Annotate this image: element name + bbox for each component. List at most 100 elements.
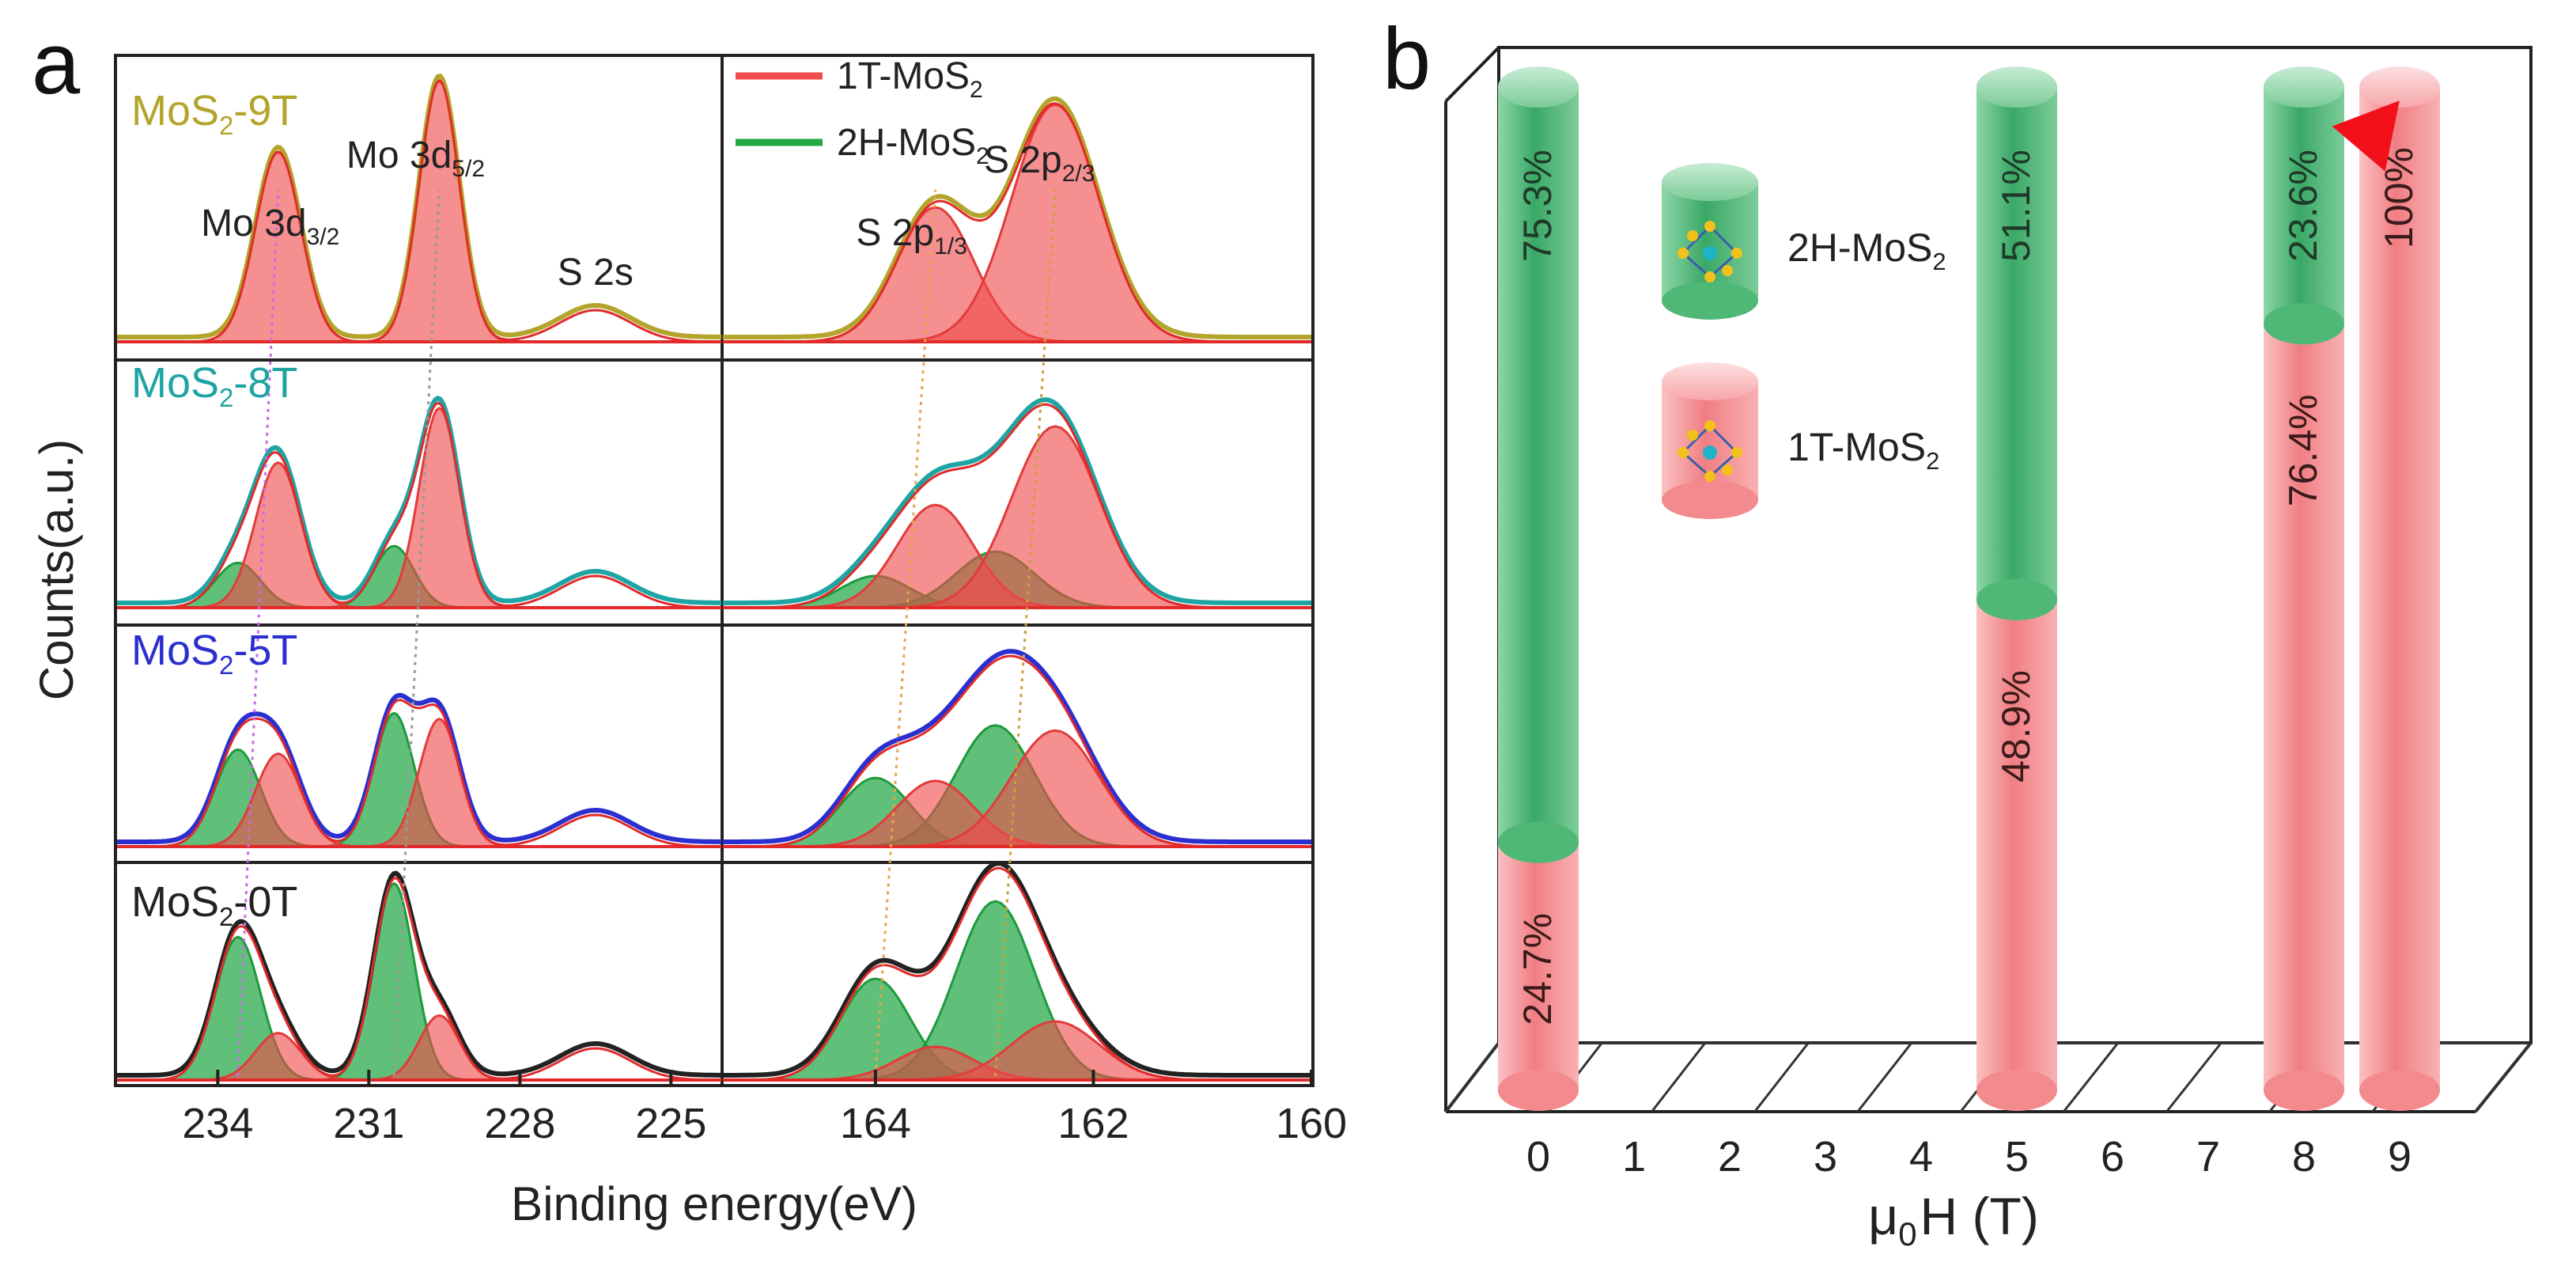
structure-atom-0-4	[1687, 230, 1698, 241]
series-label-0: MoS2-9T	[131, 87, 297, 140]
strip-dividers	[115, 358, 1313, 864]
spectrum-mo-0	[117, 73, 721, 343]
peak-label-s2p1: S 2p1/3	[856, 212, 966, 260]
cylinder-base-5	[1976, 1070, 2057, 1111]
series-labels: MoS2-9T MoS2-8T MoS2-5T MoS2-0T	[131, 87, 297, 931]
cylinder-top-0	[1498, 66, 1579, 108]
guide-line-3	[993, 189, 1057, 1077]
cylinder-base-0	[1498, 1070, 1579, 1111]
peak-label-s2s: S 2s	[558, 252, 634, 294]
legend-cylinder-top-0	[1662, 163, 1758, 201]
segment-1T-9	[2359, 87, 2440, 1090]
mo-spectra	[117, 73, 721, 1082]
field-tick-5: 5	[2005, 1133, 2029, 1181]
field-tick-labels: 0 1 2 3 4 5 6 7 8 9	[1526, 1133, 2411, 1181]
spectrum-s-0	[723, 96, 1311, 343]
peak-label-mo32: Mo 3d3/2	[201, 203, 339, 250]
mo-tick-label-1: 231	[333, 1100, 404, 1147]
x-tick-labels: 234 231 228 225 164 162 160	[182, 1100, 1347, 1147]
floor-line-6	[2063, 1042, 2120, 1112]
cylinder-5T: 51.1% 48.9%	[1976, 66, 2057, 1111]
trend-arrowhead	[2332, 100, 2400, 172]
fit-mo-3	[117, 876, 721, 1082]
floor-line-2	[1651, 1042, 1707, 1112]
legend-cylinder-top-1	[1662, 362, 1758, 400]
segment-2H-0	[1498, 87, 1579, 843]
fit-mo-2	[117, 699, 721, 848]
structure-atom-0-3	[1704, 271, 1715, 282]
panel-b-label: b	[1383, 10, 1431, 108]
segment-join-0	[1498, 821, 1579, 863]
s-spectra	[723, 96, 1311, 1082]
field-tick-8: 8	[2292, 1133, 2316, 1181]
panel-a-label: a	[32, 15, 81, 112]
legend-label-1: 2H-MoS2	[837, 122, 989, 169]
field-tick-2: 2	[1718, 1133, 1742, 1181]
peak-label-mo52: Mo 3d5/2	[346, 135, 485, 182]
mo-tick-label-2: 228	[484, 1100, 555, 1147]
spectrum-s-3	[723, 861, 1311, 1082]
peak-label-s2p2: S 2p2/3	[984, 139, 1095, 187]
cylinder-top-8	[2264, 66, 2344, 108]
legend-cylinder-base-0	[1662, 282, 1758, 320]
structure-center-1	[1703, 445, 1717, 460]
peak-1T-mo-0-1	[358, 79, 522, 343]
label-2H-0: 75.3%	[1515, 150, 1560, 262]
segment-1T-0	[1498, 842, 1579, 1090]
phase-legend-item-1	[1662, 362, 1758, 519]
s-tick-label-1: 162	[1057, 1100, 1129, 1147]
guide-line-2	[874, 189, 937, 1077]
x-axis-label: Binding energy(eV)	[511, 1177, 917, 1230]
floor-line-4	[1856, 1042, 1913, 1112]
spectrum-s-2	[723, 649, 1311, 848]
mo-tick-label-3: 225	[635, 1100, 706, 1147]
label-2H-5: 51.1%	[1994, 150, 2038, 262]
structure-atom-0-1	[1704, 221, 1715, 232]
cylinder-8T: 23.6% 76.4%	[2264, 66, 2344, 1111]
y-axis-label: Counts(a.u.)	[30, 439, 83, 700]
fit-mo-0	[117, 79, 721, 343]
peak-1T-mo-0-0	[187, 150, 371, 343]
cylinder-base-9	[2359, 1070, 2440, 1111]
field-axis-label: μ0H (T)	[1868, 1187, 2039, 1253]
cylinder-0T: 75.3% 24.7%	[1498, 66, 1579, 1111]
field-tick-3: 3	[1814, 1133, 1837, 1181]
xps-plot: 234 231 228 225 164 162 160 MoS2-9TMoS2-8TMoS2…	[114, 54, 1347, 1147]
structure-atom-1-1	[1704, 420, 1715, 431]
peak-guide-lines	[236, 189, 1057, 1077]
mo-tick-label-0: 234	[182, 1100, 253, 1147]
legend: 1T-MoS2 2H-MoS2	[736, 55, 989, 169]
phase-cylinders: 75.3% 24.7% 51.1% 48.9% 23.6% 76.4% 100%	[1498, 66, 2440, 1111]
peak-labels: Mo 3d3/2Mo 3d5/2 S 2s S 2p1/3 S 2p2/3	[201, 135, 1095, 294]
envelope-s-2	[723, 649, 1311, 844]
segment-1T-8	[2264, 324, 2344, 1090]
peak-1T-mo-2-0	[187, 752, 369, 848]
envelope-mo-2	[117, 692, 721, 844]
label-2H-8: 23.6%	[2281, 150, 2325, 262]
field-tick-1: 1	[1622, 1133, 1646, 1181]
segment-2H-5	[1976, 87, 2057, 600]
structure-center-0	[1703, 246, 1717, 260]
s-tick-label-0: 164	[840, 1100, 911, 1147]
s-tick-label-2: 160	[1276, 1100, 1347, 1147]
xps-frame	[114, 54, 1314, 1087]
segment-1T-5	[1976, 599, 2057, 1090]
structure-atom-1-2	[1731, 447, 1742, 458]
structure-atom-0-0	[1678, 248, 1689, 259]
structure-atom-1-5	[1722, 464, 1733, 476]
segment-join-5	[1976, 578, 2057, 620]
label-1T-5: 48.9%	[1994, 670, 2038, 783]
cylinder-base-8	[2264, 1070, 2344, 1111]
cylinder-top-5	[1976, 66, 2057, 108]
cylinder-9T: 100%	[2359, 66, 2440, 1111]
guide-line-0	[236, 189, 280, 1077]
structure-atom-0-5	[1722, 265, 1733, 276]
label-1T-0: 24.7%	[1515, 913, 1560, 1025]
structure-atom-1-3	[1704, 471, 1715, 482]
phase-legend: 2H-MoS2 1T-MoS2	[1662, 163, 1946, 519]
structure-atom-1-4	[1687, 430, 1698, 441]
cylinder-top-9	[2359, 66, 2440, 108]
phase-bar-chart: 0 1 2 3 4 5 6 7 8 9 75.3% 24.7% 51.1% 48.9% 23.6% 76.4…	[1444, 47, 2532, 1181]
floor-line-7	[2166, 1042, 2222, 1112]
floor-line-0	[1444, 1042, 1500, 1112]
